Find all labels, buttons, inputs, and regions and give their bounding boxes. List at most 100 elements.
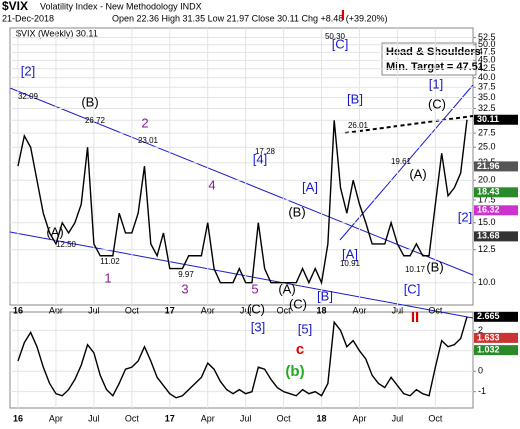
wave-label: [3] xyxy=(251,319,265,334)
value-tag-label: 2.665 xyxy=(477,311,500,321)
y-tick-label: 52.5 xyxy=(478,32,496,42)
x-tick-label: 16 xyxy=(13,305,23,315)
wave-label: (B) xyxy=(81,94,98,109)
date: 21-Dec-2018 xyxy=(2,13,54,23)
wave-label: (A) xyxy=(46,224,63,239)
price-frame xyxy=(9,27,474,306)
y-tick-label: 15.0 xyxy=(478,217,496,227)
wave-label: [5] xyxy=(298,321,312,336)
wave-label: (C) xyxy=(428,96,446,111)
wave-label: 3 xyxy=(181,281,188,296)
y-tick-label: 10.0 xyxy=(478,277,496,287)
x-tick-label: Oct xyxy=(125,413,140,423)
wave-label: [C] xyxy=(332,36,349,51)
wave-label: 1 xyxy=(104,270,111,285)
indicator-frame xyxy=(9,311,474,409)
y-tick-label: 12.5 xyxy=(478,244,496,254)
wave-label: [1] xyxy=(429,76,443,91)
y-tick-label: -1 xyxy=(478,386,486,396)
wave-label: 4 xyxy=(208,177,215,192)
value-tag-label: 30.11 xyxy=(477,114,499,124)
peak-label: 12.50 xyxy=(56,240,77,249)
y-tick-label: 35.0 xyxy=(478,92,496,102)
wave-label: 2 xyxy=(141,115,148,130)
wave-label: [B] xyxy=(317,288,333,303)
value-tag xyxy=(474,332,518,343)
value-tag xyxy=(474,231,518,242)
x-tick-label: Oct xyxy=(277,305,292,315)
value-tag-label: 21.96 xyxy=(477,161,500,171)
y-tick-label: 0 xyxy=(478,366,483,376)
series-line xyxy=(17,119,468,286)
x-tick-label: Oct xyxy=(428,413,443,423)
y-tick-label: 32.5 xyxy=(478,103,496,113)
y-tick-label: 45.0 xyxy=(478,55,496,65)
wave-label: [2] xyxy=(458,209,472,224)
wave-label: (A) xyxy=(278,281,295,296)
value-tag xyxy=(474,345,518,356)
x-tick-label: Jul xyxy=(240,305,252,315)
wave-label: (B) xyxy=(426,259,443,274)
peak-label: 11.02 xyxy=(100,257,120,266)
x-tick-label: 16 xyxy=(13,413,23,423)
value-tag xyxy=(474,187,518,198)
wave-label: (b) xyxy=(285,363,304,380)
y-tick-label: 27.5 xyxy=(478,128,496,138)
wave-label: [2] xyxy=(21,63,35,78)
x-tick-label: Apr xyxy=(352,305,366,315)
value-tag-label: 13.68 xyxy=(477,231,500,241)
x-tick-label: Apr xyxy=(201,413,215,423)
value-tag xyxy=(474,205,518,216)
value-tag xyxy=(474,311,518,322)
wave-label: c xyxy=(296,341,304,358)
y-tick-label: 2 xyxy=(478,325,483,335)
peak-label: 10.17 xyxy=(405,265,426,274)
x-tick-label: 18 xyxy=(317,305,327,315)
x-tick-label: 18 xyxy=(317,413,327,423)
y-tick-label: 20.0 xyxy=(478,175,496,185)
wave-label: I xyxy=(341,7,345,24)
peak-label: 10.91 xyxy=(340,259,361,268)
x-tick-label: Jul xyxy=(392,413,404,423)
trend-line xyxy=(9,87,474,276)
wave-label: [C] xyxy=(404,281,421,296)
wave-label: (C) xyxy=(247,301,265,316)
wave-label: (C) xyxy=(289,296,307,311)
wave-label: [A] xyxy=(342,246,358,261)
legend: $VIX (Weekly) 30.11 xyxy=(16,28,98,38)
wave-label: (B) xyxy=(288,204,305,219)
peak-label: 26.72 xyxy=(85,116,106,125)
x-tick-label: Oct xyxy=(277,413,292,423)
x-tick-label: Apr xyxy=(49,305,63,315)
x-tick-label: Apr xyxy=(352,413,366,423)
peak-label: 19.61 xyxy=(391,157,412,166)
peak-label: 26.01 xyxy=(348,121,369,130)
wave-label: [A] xyxy=(302,179,318,194)
series-line xyxy=(17,316,468,399)
x-tick-label: Jul xyxy=(240,413,252,423)
wave-label: (A) xyxy=(409,166,426,181)
value-tag xyxy=(474,161,518,172)
x-tick-label: 17 xyxy=(165,413,175,423)
wave-label: II xyxy=(411,309,419,326)
peak-label: 50.30 xyxy=(325,32,346,41)
peak-label: 9.97 xyxy=(178,270,194,279)
y-tick-label: 25.0 xyxy=(478,142,496,152)
y-tick-label: 37.5 xyxy=(478,82,496,92)
title: Volatility Index - New Methodology INDX xyxy=(40,1,202,11)
value-tag xyxy=(474,114,518,125)
y-tick-label: 42.5 xyxy=(478,63,496,73)
x-tick-label: Jul xyxy=(88,413,100,423)
y-tick-label: 47.5 xyxy=(478,47,496,57)
x-tick-label: Apr xyxy=(201,305,215,315)
value-tag-label: 18.43 xyxy=(477,187,500,197)
symbol: $VIX xyxy=(2,0,28,13)
quote: Open 22.36 High 31.35 Low 21.97 Close 30… xyxy=(112,13,388,23)
wave-label: [B] xyxy=(347,91,363,106)
value-tag-label: 16.32 xyxy=(477,205,500,215)
x-tick-label: Jul xyxy=(392,305,404,315)
y-tick-label: 50.0 xyxy=(478,39,496,49)
wave-label: [4] xyxy=(253,151,267,166)
wave-label: 5 xyxy=(251,281,258,296)
x-tick-label: 17 xyxy=(165,305,175,315)
